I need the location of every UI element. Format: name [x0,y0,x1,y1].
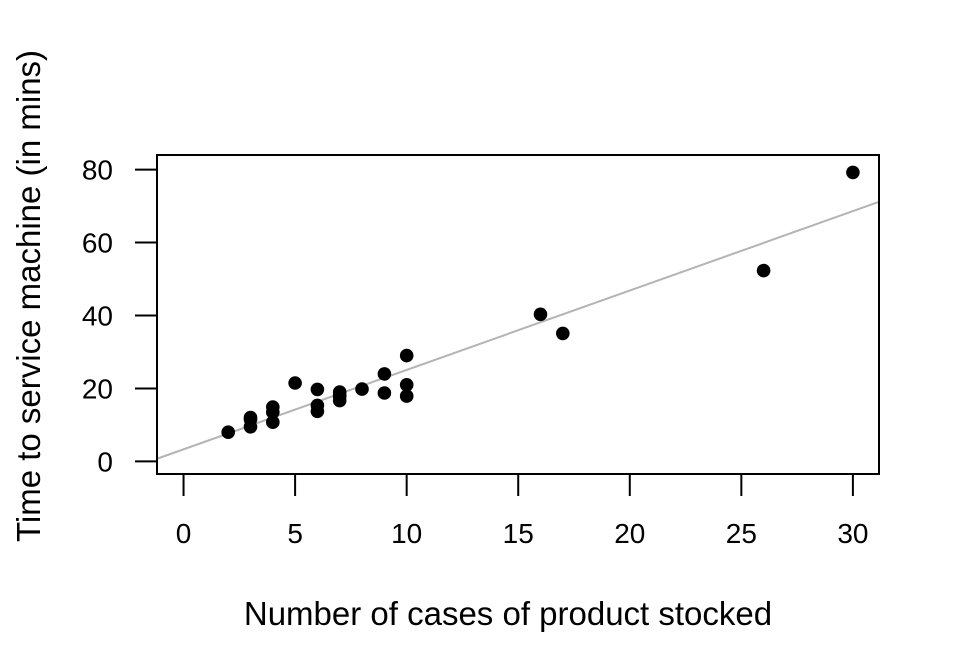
y-tick-label: 80 [82,155,113,186]
scatter-points-group [221,165,860,440]
x-tick-label: 10 [391,518,422,549]
data-point [556,326,570,341]
data-point [355,382,369,396]
data-point [266,415,280,430]
data-point [399,389,414,403]
data-point [399,378,414,392]
data-point [533,307,548,322]
data-point [310,382,325,397]
x-axis-title: Number of cases of product stocked [244,595,772,632]
y-tick-label: 20 [82,373,113,404]
x-tick-label: 25 [726,518,757,549]
x-tick-label: 20 [614,518,645,549]
y-axis-title: Time to service machine (in mins) [10,50,47,542]
data-point [846,165,860,180]
regression-line-group [156,200,880,460]
data-point [756,263,771,278]
plot-box [156,154,880,475]
data-point [243,420,258,434]
data-point [310,398,325,413]
data-point [221,425,235,440]
data-point [243,410,258,425]
regression-line [156,200,880,460]
data-point [288,376,302,390]
data-point [377,367,392,381]
data-point [332,385,347,399]
x-tick-label: 30 [837,518,868,549]
x-tick-label: 5 [287,518,303,549]
y-axis: 0 20 40 60 80 [82,155,157,477]
data-point [377,386,392,400]
data-point [266,405,280,420]
y-tick-label: 60 [82,228,113,259]
x-tick-label: 15 [503,518,534,549]
y-tick-label: 40 [82,301,113,332]
y-tick-label: 0 [97,446,113,477]
x-axis: 0 5 10 15 20 25 30 [176,474,868,549]
data-point [399,348,414,363]
x-tick-label: 0 [176,518,192,549]
